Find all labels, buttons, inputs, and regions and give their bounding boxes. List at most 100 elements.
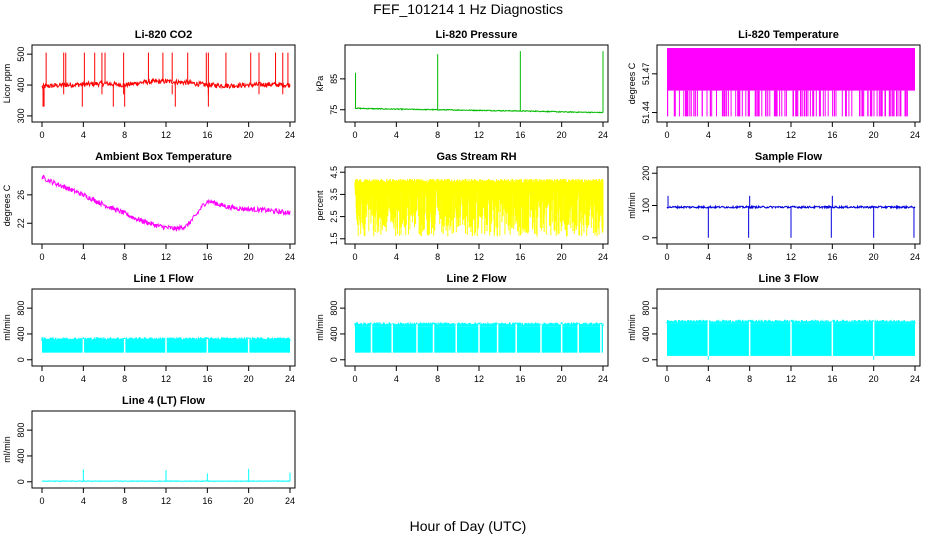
series-line3 — [666, 319, 916, 360]
y-axis-title: kPa — [315, 76, 325, 92]
panel-title: Ambient Box Temperature — [95, 151, 232, 163]
plot-frame — [656, 166, 921, 245]
panel-title: Line 2 Flow — [447, 273, 507, 285]
panel-line4: Line 4 (LT) Flow 0 4 8 12 16 20 24 0 400 800 ml/min — [2, 395, 296, 506]
y-tick-label: 500 — [16, 47, 26, 62]
y-axis: 0 100 200 — [641, 166, 657, 240]
x-tick-label: 16 — [827, 374, 837, 384]
x-axis: 0 4 8 12 16 20 24 — [664, 244, 920, 262]
x-axis: 0 4 8 12 16 20 24 — [664, 122, 920, 140]
noise-line2 — [354, 322, 604, 327]
y-axis-title: ml/min — [2, 314, 12, 341]
x-axis: 0 4 8 12 16 20 24 — [352, 366, 608, 384]
y-tick-label: 22 — [16, 218, 26, 228]
x-tick-label: 16 — [515, 374, 525, 384]
x-tick-label: 4 — [394, 252, 399, 262]
x-tick-label: 12 — [786, 130, 796, 140]
series-rh — [354, 178, 604, 237]
x-tick-label: 0 — [39, 374, 44, 384]
x-tick-label: 8 — [122, 374, 127, 384]
x-tick-label: 4 — [81, 130, 86, 140]
x-tick-label: 24 — [910, 252, 920, 262]
plot-frame — [656, 288, 921, 367]
x-tick-label: 12 — [161, 496, 171, 506]
x-tick-label: 8 — [747, 130, 752, 140]
x-tick-label: 4 — [394, 130, 399, 140]
x-axis: 0 4 8 12 16 20 24 — [39, 244, 295, 262]
x-tick-label: 4 — [706, 374, 711, 384]
series-co2 — [41, 52, 291, 107]
panel-box_temp: Ambient Box Temperature 0 4 8 12 16 20 24 22 26 de… — [2, 151, 296, 262]
panel-title: Li-820 CO2 — [135, 29, 192, 41]
x-tick-label: 4 — [706, 130, 711, 140]
x-axis: 0 4 8 12 16 20 24 — [39, 122, 295, 140]
panel-rh: Gas Stream RH 0 4 8 12 16 20 24 1.5 2.5 3.5 4.5 perc… — [315, 151, 609, 262]
y-tick-label: 100 — [641, 198, 651, 213]
x-axis: 0 4 8 12 16 20 24 — [352, 244, 608, 262]
y-tick-label: 4.5 — [329, 166, 339, 179]
x-tick-label: 20 — [244, 130, 254, 140]
x-tick-label: 0 — [39, 496, 44, 506]
y-tick-label: 0 — [641, 357, 651, 362]
x-tick-label: 20 — [869, 130, 879, 140]
y-tick-label: 400 — [16, 326, 26, 341]
y-axis: 0 400 800 — [16, 423, 32, 484]
panel-pressure: Li-820 Pressure 0 4 8 12 16 20 24 75 85 kPa — [315, 29, 609, 140]
x-tick-label: 12 — [161, 374, 171, 384]
y-tick-label: 3.5 — [329, 188, 339, 201]
y-tick-label: 51.47 — [641, 63, 651, 86]
y-tick-label: 0 — [641, 235, 651, 240]
series-line2 — [354, 322, 604, 355]
x-tick-label: 12 — [786, 252, 796, 262]
x-tick-label: 20 — [244, 252, 254, 262]
x-tick-label: 0 — [352, 374, 357, 384]
panel-title: Li-820 Temperature — [738, 29, 839, 41]
x-axis: 0 4 8 12 16 20 24 — [664, 366, 920, 384]
x-tick-label: 24 — [598, 252, 608, 262]
x-tick-label: 8 — [122, 496, 127, 506]
x-tick-label: 12 — [474, 252, 484, 262]
x-tick-label: 24 — [285, 252, 295, 262]
x-tick-label: 12 — [161, 130, 171, 140]
y-axis: 1.5 2.5 3.5 4.5 — [329, 166, 345, 245]
x-tick-label: 20 — [557, 130, 567, 140]
x-tick-label: 16 — [202, 374, 212, 384]
x-tick-label: 16 — [202, 130, 212, 140]
x-tick-label: 8 — [747, 374, 752, 384]
y-axis-title: ml/min — [2, 436, 12, 463]
panel-li820_temp: Li-820 Temperature 0 4 8 12 16 20 24 51.44 51.47 d… — [627, 29, 921, 140]
x-tick-label: 12 — [474, 374, 484, 384]
x-tick-label: 24 — [285, 130, 295, 140]
x-tick-label: 20 — [869, 374, 879, 384]
x-tick-label: 0 — [352, 252, 357, 262]
panel-co2: Li-820 CO2 0 4 8 12 16 20 24 300 400 500 Licor ppm — [2, 29, 296, 140]
panel-title: Line 4 (LT) Flow — [122, 395, 205, 407]
y-axis-title: degrees C — [2, 184, 12, 226]
series-line-rh — [354, 178, 604, 237]
plot-frame — [31, 288, 296, 367]
y-tick-label: 400 — [16, 78, 26, 93]
plot-frame — [344, 288, 609, 367]
x-tick-label: 20 — [244, 374, 254, 384]
y-tick-label: 0 — [16, 479, 26, 484]
panel-title: Gas Stream RH — [436, 151, 516, 163]
panel-sample_flow: Sample Flow 0 4 8 12 16 20 24 0 100 200 ml/min — [627, 151, 921, 262]
y-axis-title: percent — [315, 190, 325, 221]
x-axis: 0 4 8 12 16 20 24 — [39, 366, 295, 384]
x-tick-label: 4 — [81, 496, 86, 506]
x-tick-label: 16 — [515, 252, 525, 262]
x-tick-label: 0 — [39, 130, 44, 140]
x-tick-label: 16 — [827, 130, 837, 140]
y-axis: 0 400 800 — [16, 301, 32, 362]
y-tick-label: 1.5 — [329, 233, 339, 246]
y-tick-label: 400 — [16, 448, 26, 463]
y-tick-label: 800 — [16, 301, 26, 316]
x-tick-label: 20 — [557, 252, 567, 262]
x-tick-label: 12 — [786, 374, 796, 384]
series-line-co2 — [41, 77, 291, 90]
x-tick-label: 16 — [827, 252, 837, 262]
y-tick-label: 51.44 — [641, 101, 651, 124]
x-tick-label: 0 — [664, 252, 669, 262]
panel-title: Line 1 Flow — [134, 273, 194, 285]
